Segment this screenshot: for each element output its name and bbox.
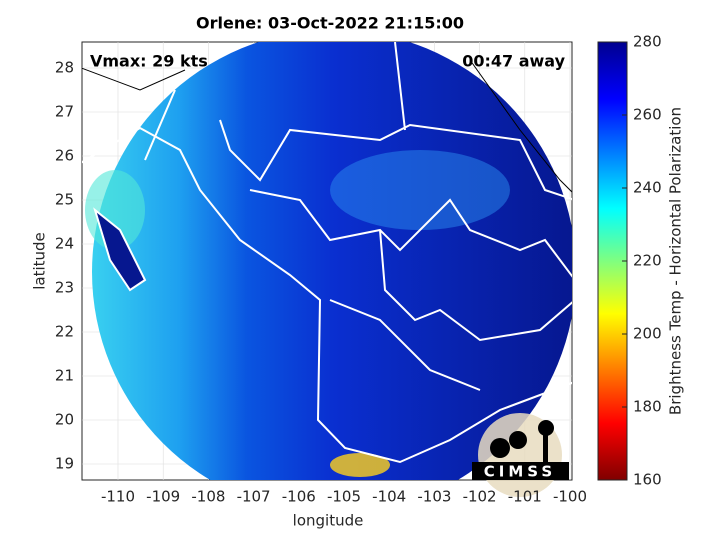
colorbar-tick-label: 220: [633, 252, 662, 270]
x-tick-label: -101: [508, 488, 542, 506]
x-tick-label: -102: [463, 488, 497, 506]
x-tick-label: -103: [417, 488, 451, 506]
y-tick-label: 23: [55, 279, 74, 297]
title: Orlene: 03-Oct-2022 21:15:00: [196, 14, 464, 33]
x-tick-label: -104: [372, 488, 406, 506]
y-axis-label: latitude: [31, 232, 49, 290]
x-tick-label: -106: [282, 488, 316, 506]
x-tick-label: -108: [191, 488, 225, 506]
away-label: 00:47 away: [462, 52, 565, 71]
y-tick-label: 20: [55, 411, 74, 429]
ticks: -110 -109 -108 -107 -106 -105 -104 -103 -102 -101…: [55, 33, 662, 506]
colorbar-tick-label: 160: [633, 471, 662, 489]
vmax-label: Vmax: 29 kts: [90, 52, 208, 71]
y-tick-label: 22: [55, 323, 74, 341]
y-tick-label: 27: [55, 103, 74, 121]
colorbar-tick-label: 240: [633, 179, 662, 197]
colorbar-tick-label: 280: [633, 33, 662, 51]
x-axis-label: longitude: [293, 512, 364, 530]
y-tick-label: 19: [55, 455, 74, 473]
y-tick-label: 26: [55, 147, 74, 165]
x-tick-label: -110: [101, 488, 135, 506]
y-tick-label: 25: [55, 191, 74, 209]
colorbar-tick-label: 260: [633, 106, 662, 124]
cimss-logo: CIMSS: [472, 413, 569, 497]
x-tick-label: -105: [327, 488, 361, 506]
logo-text: CIMSS: [484, 463, 556, 481]
colorbar-label: Brightness Temp - Horizontal Polarizatio…: [667, 107, 685, 415]
x-tick-label: -107: [237, 488, 271, 506]
x-tick-label: -100: [553, 488, 587, 506]
colorbar-tick-label: 200: [633, 325, 662, 343]
x-tick-label: -109: [146, 488, 180, 506]
colorbar-tick-label: 180: [633, 398, 662, 416]
y-tick-label: 28: [55, 59, 74, 77]
y-tick-label: 21: [55, 367, 74, 385]
radar-swath: [82, 42, 572, 480]
y-tick-label: 24: [55, 235, 74, 253]
